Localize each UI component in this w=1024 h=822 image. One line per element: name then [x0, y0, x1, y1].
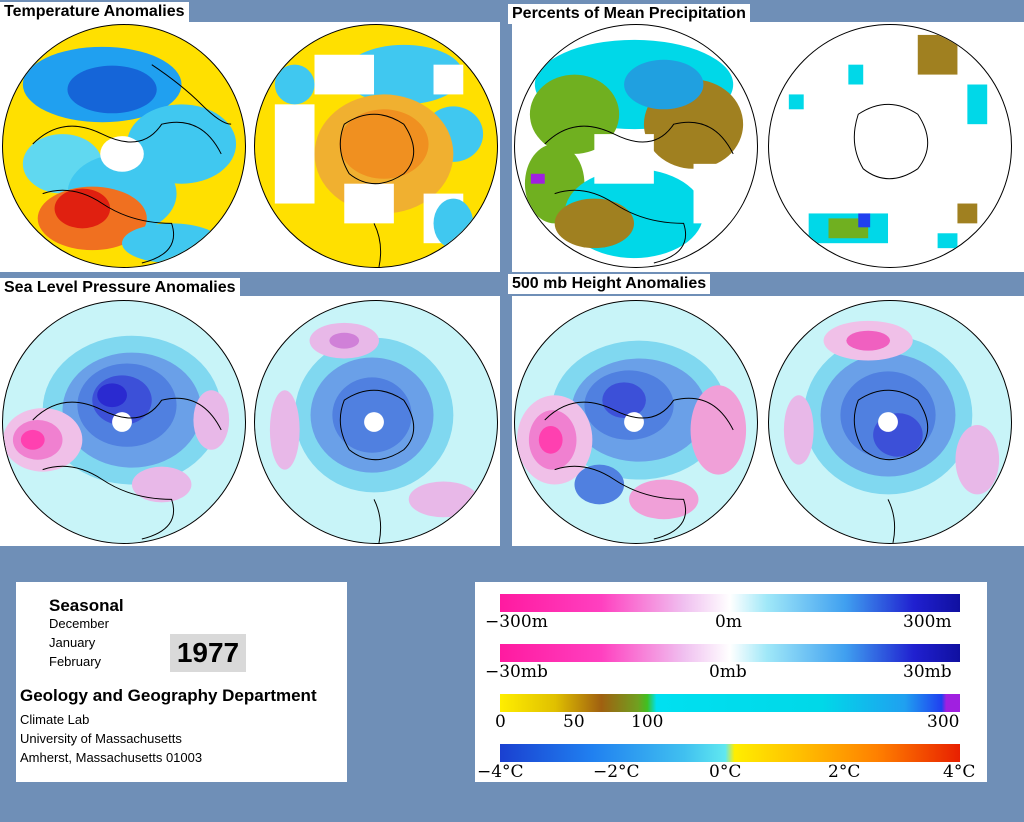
month-label: February [49, 654, 102, 669]
precipitation-north-globe [514, 24, 758, 268]
precip-tick: 50 [563, 712, 585, 732]
slp-title: Sea Level Pressure Anomalies [0, 278, 240, 298]
height-colorbar [500, 594, 960, 612]
height-tick: −300m [485, 612, 548, 632]
pressure-tick: 0mb [709, 662, 747, 682]
pressure-tick: −30mb [485, 662, 548, 682]
temperature-tick: −4°C [477, 762, 524, 782]
temperature-tick: 4°C [943, 762, 976, 782]
precipitation-south-globe [768, 24, 1012, 268]
month-label: December [49, 616, 109, 631]
address-line: Amherst, Massachusetts 01003 [20, 750, 203, 765]
slp-south-globe [254, 300, 498, 544]
height-tick: 0m [715, 612, 742, 632]
precip-tick: 300 [927, 712, 960, 732]
precip-colorbar [500, 694, 960, 712]
month-label: January [49, 635, 96, 650]
height500-south-globe [768, 300, 1012, 544]
pressure-colorbar [500, 644, 960, 662]
temperature-colorbar [500, 744, 960, 762]
year-badge: 1977 [170, 634, 246, 672]
address-line: Climate Lab [20, 712, 90, 727]
temperature-tick: −2°C [593, 762, 640, 782]
department-name: Geology and Geography Department [20, 686, 317, 705]
height-tick: 300m [903, 612, 952, 632]
temperature-title: Temperature Anomalies [0, 2, 189, 22]
precip-tick: 0 [495, 712, 506, 732]
info-box: Seasonal December January February 1977 … [16, 582, 347, 782]
temperature-south-globe [254, 24, 498, 268]
height500-north-globe [514, 300, 758, 544]
legend-box: −300m 0m 300m −30mb 0mb 30mb 0 50 100 30… [475, 582, 987, 782]
pressure-tick: 30mb [903, 662, 952, 682]
precipitation-title: Percents of Mean Precipitation [508, 4, 750, 24]
slp-north-globe [2, 300, 246, 544]
height500-title: 500 mb Height Anomalies [508, 274, 711, 294]
season-label: Seasonal [49, 596, 124, 615]
temperature-north-globe [2, 24, 246, 268]
precip-tick: 100 [631, 712, 664, 732]
temperature-tick: 0°C [709, 762, 742, 782]
temperature-tick: 2°C [828, 762, 861, 782]
address-line: University of Massachusetts [20, 731, 182, 746]
